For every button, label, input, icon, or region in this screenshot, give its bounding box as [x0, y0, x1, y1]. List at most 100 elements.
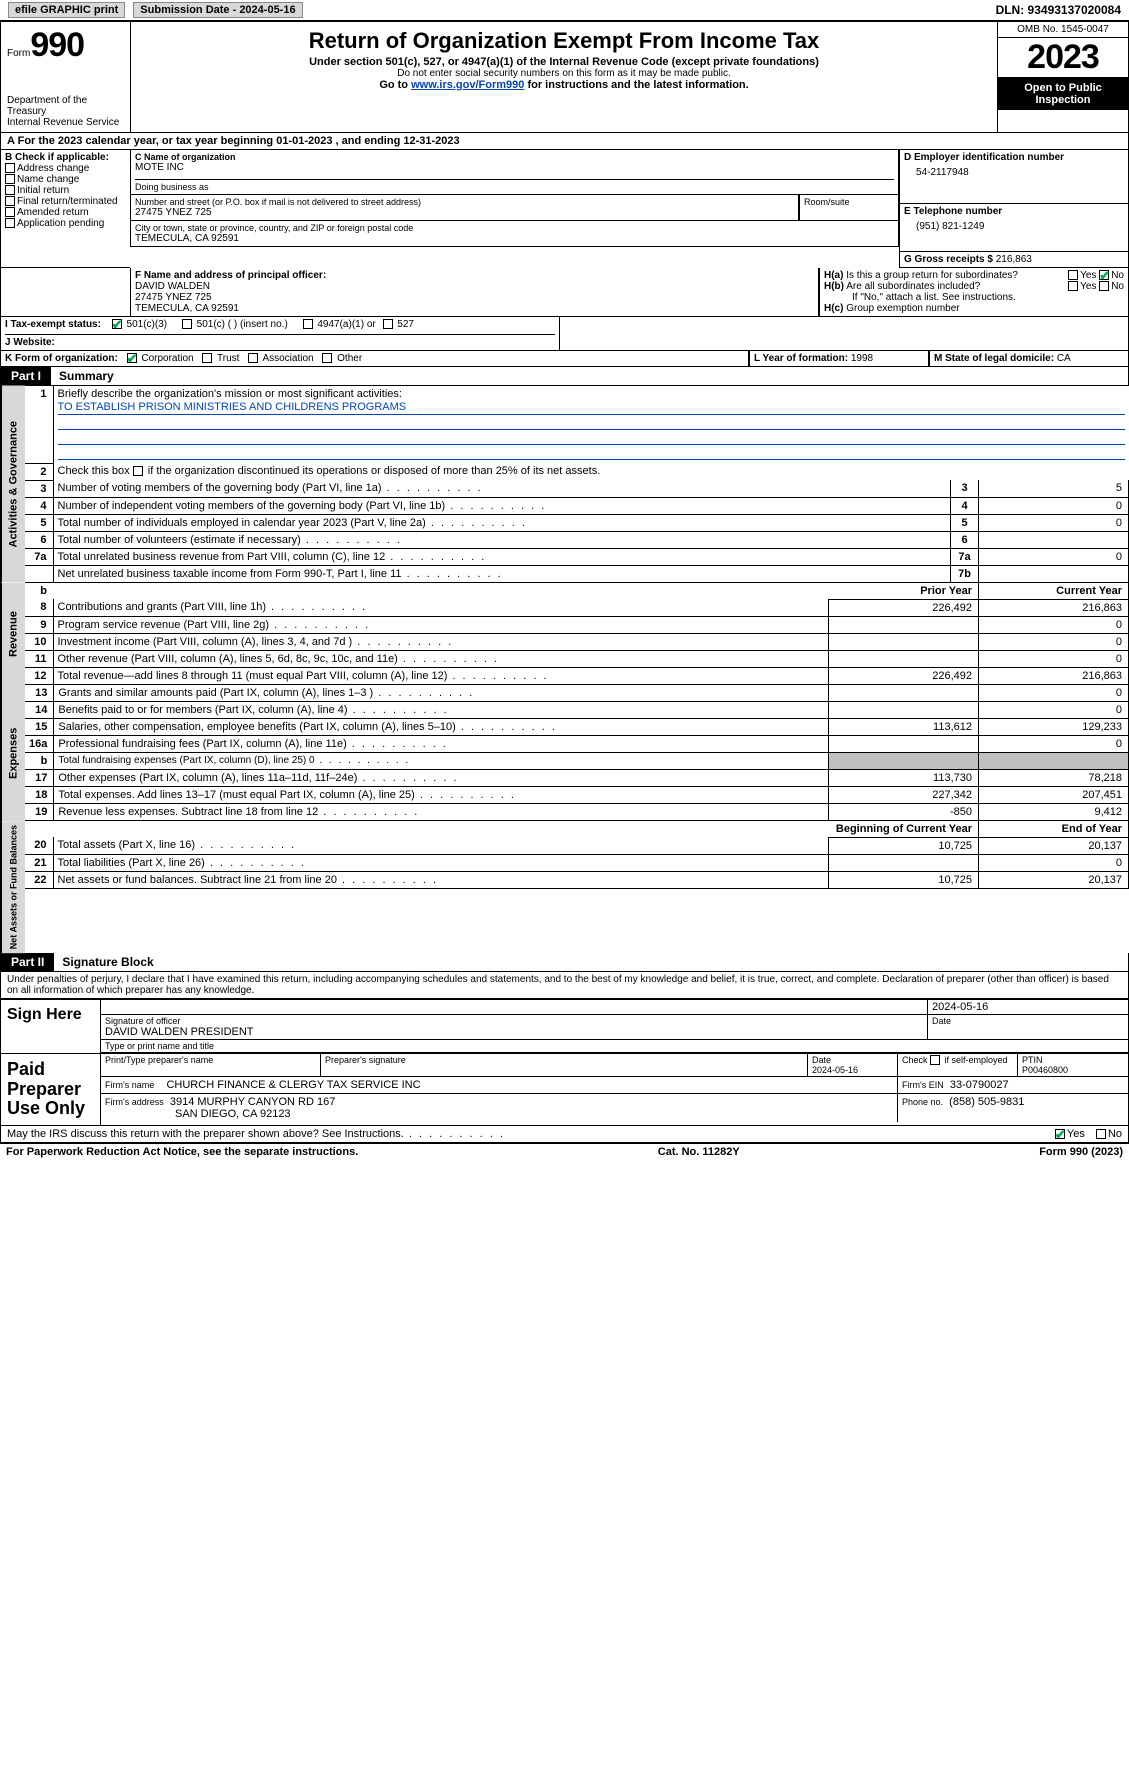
m-label: M State of legal domicile:	[934, 353, 1054, 364]
line-desc: Net assets or fund balances. Subtract li…	[58, 874, 337, 886]
current-value	[979, 752, 1129, 769]
ein: 54-2117948	[904, 163, 1124, 178]
c-name-label: C Name of organization	[135, 152, 894, 162]
prep-date-label: Date	[812, 1055, 893, 1065]
chk-name-change[interactable]	[5, 174, 15, 184]
phone-label: Phone no.	[902, 1097, 943, 1107]
chk-hb-yes[interactable]	[1068, 281, 1078, 291]
prior-value	[829, 685, 979, 702]
footer-right: Form 990 (2023)	[1039, 1146, 1123, 1158]
line-desc: Net unrelated business taxable income fr…	[58, 568, 402, 580]
sign-here-label: Sign Here	[1, 1000, 101, 1053]
chk-501c3[interactable]	[112, 319, 122, 329]
vtab-revenue: Revenue	[1, 583, 25, 685]
line-desc: Contributions and grants (Part VIII, lin…	[58, 601, 267, 613]
chk-discontinued[interactable]	[133, 466, 143, 476]
q1-label: Briefly describe the organization's miss…	[58, 388, 402, 400]
year-formation: 1998	[851, 353, 873, 364]
prior-value: 113,612	[829, 718, 979, 735]
firm-addr-label: Firm's address	[105, 1097, 164, 1107]
line-desc: Professional fundraising fees (Part IX, …	[58, 738, 346, 750]
prior-value: 226,492	[829, 667, 979, 684]
chk-corp[interactable]	[127, 353, 137, 363]
efile-button[interactable]: efile GRAPHIC print	[8, 2, 125, 18]
col-end: End of Year	[979, 821, 1129, 838]
line-desc: Other revenue (Part VIII, column (A), li…	[58, 653, 398, 665]
sig-officer-name: DAVID WALDEN PRESIDENT	[105, 1026, 923, 1038]
chk-address-change[interactable]	[5, 163, 15, 173]
line-desc: Investment income (Part VIII, column (A)…	[58, 636, 353, 648]
gross-receipts: 216,863	[996, 254, 1032, 265]
chk-initial-return[interactable]	[5, 185, 15, 195]
state-domicile: CA	[1057, 353, 1071, 364]
chk-hb-no[interactable]	[1099, 281, 1109, 291]
vtab-expenses: Expenses	[1, 685, 25, 821]
footer-left: For Paperwork Reduction Act Notice, see …	[6, 1146, 358, 1158]
current-value: 20,137	[979, 837, 1129, 854]
submission-date: Submission Date - 2024-05-16	[133, 2, 302, 18]
dba-label: Doing business as	[135, 179, 894, 192]
sig-date: 2024-05-16	[928, 1000, 1128, 1015]
prior-value: 10,725	[829, 837, 979, 854]
chk-amended-return[interactable]	[5, 207, 15, 217]
ha-label: H(a) Is this a group return for subordin…	[824, 270, 1068, 281]
chk-trust[interactable]	[202, 353, 212, 363]
line-desc: Total revenue—add lines 8 through 11 (mu…	[58, 670, 448, 682]
line-desc: Total fundraising expenses (Part IX, col…	[58, 755, 314, 766]
perjury-declaration: Under penalties of perjury, I declare th…	[0, 972, 1129, 998]
form-title: Return of Organization Exempt From Incom…	[137, 28, 991, 54]
chk-discuss-yes[interactable]	[1055, 1129, 1065, 1139]
line-desc: Number of independent voting members of …	[58, 500, 446, 512]
tax-year: 2023	[998, 38, 1128, 78]
vtab-governance: Activities & Governance	[1, 386, 25, 583]
form-note1: Do not enter social security numbers on …	[137, 68, 991, 79]
line-desc: Other expenses (Part IX, column (A), lin…	[58, 772, 357, 784]
q2-text: Check this box if the organization disco…	[53, 463, 1129, 480]
chk-ha-yes[interactable]	[1068, 270, 1078, 280]
line-desc: Total number of individuals employed in …	[58, 517, 426, 529]
chk-application-pending[interactable]	[5, 218, 15, 228]
l-label: L Year of formation:	[754, 353, 848, 364]
irs-link[interactable]: www.irs.gov/Form990	[411, 79, 524, 91]
i-label: I Tax-exempt status:	[5, 319, 101, 330]
current-value: 78,218	[979, 769, 1129, 786]
prep-sig-label: Preparer's signature	[321, 1054, 808, 1076]
open-inspection: Open to Public Inspection	[998, 78, 1128, 110]
current-value: 0	[979, 854, 1129, 871]
line-desc: Benefits paid to or for members (Part IX…	[58, 704, 347, 716]
g-label: G Gross receipts $	[904, 254, 993, 265]
line-desc: Program service revenue (Part VIII, line…	[58, 619, 270, 631]
prior-value	[829, 735, 979, 752]
firm-addr2: SAN DIEGO, CA 92123	[105, 1108, 893, 1120]
room-label: Room/suite	[804, 197, 894, 207]
irs-label: Internal Revenue Service	[7, 117, 124, 128]
chk-self-employed[interactable]	[930, 1055, 940, 1065]
chk-assoc[interactable]	[248, 353, 258, 363]
chk-4947[interactable]	[303, 319, 313, 329]
sig-officer-label: Signature of officer	[105, 1016, 923, 1026]
chk-final-return[interactable]	[5, 196, 15, 206]
line-desc: Salaries, other compensation, employee b…	[58, 721, 455, 733]
chk-ha-no[interactable]	[1099, 270, 1109, 280]
prior-value	[829, 616, 979, 633]
form-header: Form990 Department of the Treasury Inter…	[0, 21, 1129, 133]
line-desc: Total assets (Part X, line 16)	[58, 839, 196, 851]
officer-city: TEMECULA, CA 92591	[135, 303, 814, 314]
prior-value	[829, 701, 979, 718]
prior-value	[829, 650, 979, 667]
chk-501c[interactable]	[182, 319, 192, 329]
omb-number: OMB No. 1545-0047	[998, 22, 1128, 38]
chk-other[interactable]	[322, 353, 332, 363]
telephone: (951) 821-1249	[904, 217, 1124, 232]
col-begin: Beginning of Current Year	[829, 821, 979, 838]
section-a: A For the 2023 calendar year, or tax yea…	[0, 133, 1129, 150]
ptin-label: PTIN	[1022, 1055, 1124, 1065]
part1-title: Summary	[51, 367, 122, 385]
chk-discuss-no[interactable]	[1096, 1129, 1106, 1139]
city-label: City or town, state or province, country…	[135, 223, 894, 233]
line-desc: Total liabilities (Part X, line 26)	[58, 857, 205, 869]
footer-mid: Cat. No. 11282Y	[658, 1146, 740, 1158]
prior-value	[829, 633, 979, 650]
chk-527[interactable]	[383, 319, 393, 329]
street-address: 27475 YNEZ 725	[135, 207, 794, 218]
